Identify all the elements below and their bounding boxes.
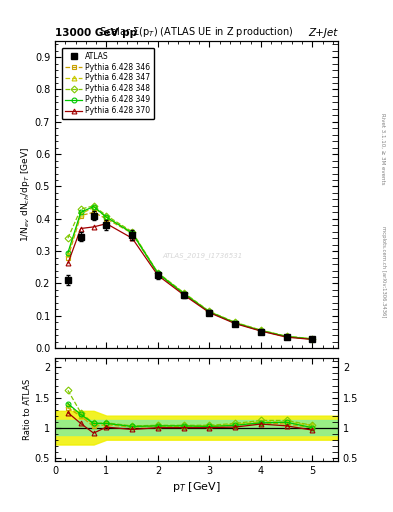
Pythia 6.428 347	[66, 251, 70, 258]
Pythia 6.428 347	[156, 270, 160, 276]
Line: Pythia 6.428 346: Pythia 6.428 346	[66, 210, 315, 342]
Pythia 6.428 349	[156, 270, 160, 276]
Pythia 6.428 346	[284, 334, 289, 340]
Pythia 6.428 349	[66, 250, 70, 256]
Pythia 6.428 346	[66, 254, 70, 261]
Pythia 6.428 348	[91, 203, 96, 209]
Pythia 6.428 370	[78, 225, 83, 231]
Pythia 6.428 347	[259, 327, 263, 333]
Pythia 6.428 349	[130, 230, 134, 236]
Text: 13000 GeV pp: 13000 GeV pp	[55, 28, 137, 38]
Line: Pythia 6.428 349: Pythia 6.428 349	[66, 204, 315, 342]
Pythia 6.428 349	[233, 320, 237, 326]
Pythia 6.428 349	[259, 328, 263, 334]
Pythia 6.428 346	[207, 309, 212, 315]
Pythia 6.428 349	[310, 336, 315, 342]
Legend: ATLAS, Pythia 6.428 346, Pythia 6.428 347, Pythia 6.428 348, Pythia 6.428 349, P: ATLAS, Pythia 6.428 346, Pythia 6.428 34…	[62, 48, 154, 119]
Pythia 6.428 347	[78, 211, 83, 217]
X-axis label: p$_T$ [GeV]: p$_T$ [GeV]	[172, 480, 221, 494]
Pythia 6.428 370	[207, 310, 212, 316]
Line: Pythia 6.428 370: Pythia 6.428 370	[66, 221, 315, 342]
Pythia 6.428 346	[156, 271, 160, 277]
Pythia 6.428 348	[78, 206, 83, 212]
Pythia 6.428 349	[181, 290, 186, 296]
Text: mcplots.cern.ch [arXiv:1306.3436]: mcplots.cern.ch [arXiv:1306.3436]	[381, 226, 386, 317]
Pythia 6.428 348	[156, 270, 160, 276]
Text: ATLAS_2019_I1736531: ATLAS_2019_I1736531	[162, 252, 242, 260]
Pythia 6.428 346	[78, 212, 83, 219]
Pythia 6.428 347	[310, 336, 315, 342]
Pythia 6.428 370	[156, 272, 160, 279]
Pythia 6.428 349	[78, 209, 83, 216]
Pythia 6.428 347	[104, 214, 109, 220]
Pythia 6.428 370	[181, 292, 186, 298]
Pythia 6.428 346	[259, 328, 263, 334]
Pythia 6.428 348	[284, 333, 289, 339]
Pythia 6.428 349	[91, 203, 96, 209]
Pythia 6.428 346	[181, 291, 186, 297]
Title: Scalar $\Sigma$(p$_T$) (ATLAS UE in Z production): Scalar $\Sigma$(p$_T$) (ATLAS UE in Z pr…	[99, 26, 294, 39]
Pythia 6.428 348	[181, 289, 186, 295]
Pythia 6.428 370	[66, 261, 70, 267]
Pythia 6.428 346	[310, 336, 315, 342]
Pythia 6.428 346	[91, 209, 96, 216]
Pythia 6.428 370	[259, 328, 263, 334]
Pythia 6.428 370	[130, 235, 134, 241]
Pythia 6.428 348	[130, 229, 134, 235]
Pythia 6.428 347	[207, 309, 212, 315]
Text: Rivet 3.1.10, ≥ 3M events: Rivet 3.1.10, ≥ 3M events	[381, 113, 386, 184]
Pythia 6.428 347	[130, 229, 134, 236]
Pythia 6.428 346	[104, 216, 109, 222]
Pythia 6.428 348	[207, 308, 212, 314]
Y-axis label: 1/N$_{ev}$ dN$_{ch}$/dp$_T$ [GeV]: 1/N$_{ev}$ dN$_{ch}$/dp$_T$ [GeV]	[19, 147, 32, 242]
Pythia 6.428 348	[104, 212, 109, 219]
Text: Z+Jet: Z+Jet	[309, 28, 338, 38]
Pythia 6.428 370	[284, 334, 289, 340]
Pythia 6.428 347	[181, 290, 186, 296]
Pythia 6.428 347	[233, 319, 237, 326]
Pythia 6.428 348	[259, 327, 263, 333]
Line: Pythia 6.428 348: Pythia 6.428 348	[66, 203, 315, 341]
Pythia 6.428 370	[104, 221, 109, 227]
Pythia 6.428 349	[104, 214, 109, 220]
Pythia 6.428 347	[284, 333, 289, 339]
Pythia 6.428 370	[310, 336, 315, 343]
Pythia 6.428 370	[233, 321, 237, 327]
Pythia 6.428 370	[91, 224, 96, 230]
Y-axis label: Ratio to ATLAS: Ratio to ATLAS	[23, 379, 32, 440]
Line: Pythia 6.428 347: Pythia 6.428 347	[66, 205, 315, 341]
Pythia 6.428 348	[66, 235, 70, 241]
Pythia 6.428 347	[91, 204, 96, 210]
Pythia 6.428 349	[207, 309, 212, 315]
Pythia 6.428 348	[310, 336, 315, 342]
Pythia 6.428 346	[130, 230, 134, 237]
Pythia 6.428 349	[284, 333, 289, 339]
Pythia 6.428 346	[233, 320, 237, 326]
Pythia 6.428 348	[233, 319, 237, 325]
